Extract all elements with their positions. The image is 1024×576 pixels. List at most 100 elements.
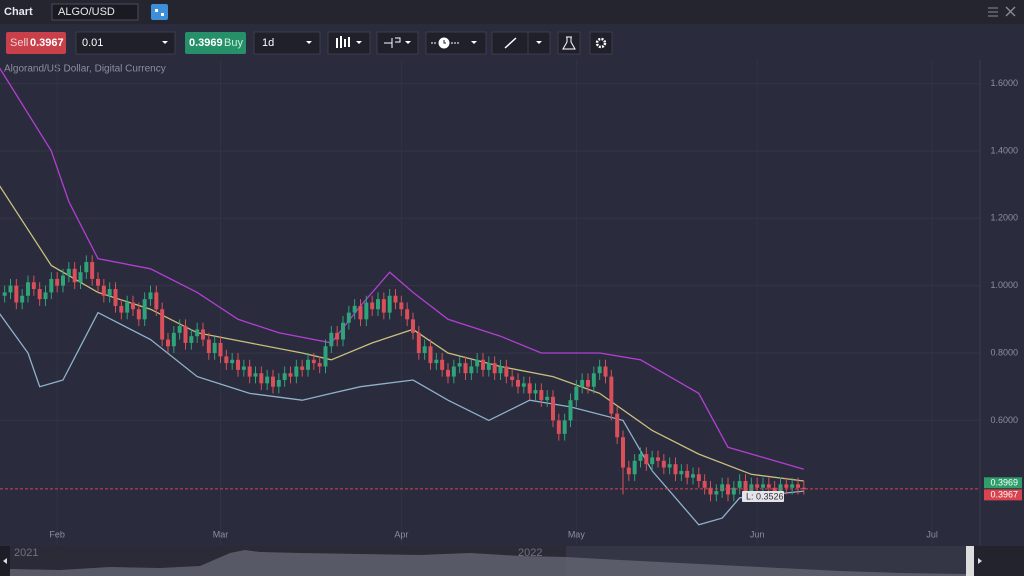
dropdown-arrow [162, 41, 168, 44]
candle-body [673, 464, 678, 475]
buy-label: Buy [224, 37, 243, 49]
candle-body [621, 437, 625, 468]
quantity-select[interactable] [75, 31, 176, 55]
candle-body [708, 487, 713, 495]
dropdown-arrow [405, 41, 411, 44]
candle-body [311, 359, 316, 364]
candle-body [346, 312, 351, 323]
chart-subtitle: Algorand/US Dollar, Digital Currency [4, 64, 166, 75]
candle-body [533, 390, 538, 394]
candle-body [387, 295, 392, 313]
candle-body [609, 376, 614, 414]
candle-body [749, 484, 754, 492]
candle-body [306, 359, 310, 370]
candle-body [160, 309, 165, 340]
price-tag [984, 489, 1022, 501]
candle-body [136, 309, 141, 320]
candle-body [615, 413, 620, 438]
arrow-icon [3, 558, 7, 564]
interval-text: 1d [262, 37, 274, 49]
candle-body [527, 383, 532, 394]
candle-body [271, 376, 275, 387]
candle-body [580, 379, 585, 387]
window-handle[interactable] [966, 546, 974, 576]
candle-body [31, 282, 36, 290]
candle-body [96, 278, 100, 286]
link-button[interactable] [151, 4, 168, 20]
candle-body [107, 289, 112, 296]
candle-body [475, 359, 480, 367]
candle-body [341, 322, 345, 340]
candle-body [352, 305, 357, 313]
candle-body [411, 319, 415, 333]
candle-body [26, 282, 30, 296]
candle-body [148, 292, 153, 300]
close-button[interactable] [1005, 6, 1016, 17]
candle-body [218, 342, 223, 357]
navigator-label: 2021 [14, 547, 38, 559]
interval-select[interactable] [253, 31, 321, 55]
candle-body [166, 339, 170, 347]
candle-body [545, 396, 550, 401]
studies-button[interactable] [557, 31, 581, 55]
candle-body [201, 329, 205, 340]
drawing-button[interactable] [491, 31, 551, 55]
candle-body [679, 470, 684, 475]
candle-body [253, 373, 258, 377]
price-tag [984, 477, 1022, 489]
candle-body [154, 292, 159, 310]
candle-body [510, 376, 515, 380]
candle-body [457, 363, 462, 367]
candle-body [451, 366, 456, 377]
candle-body [224, 356, 229, 364]
candle-body [691, 474, 695, 478]
candle-body [236, 359, 240, 370]
candle-body [551, 396, 555, 421]
candle-body [568, 400, 573, 421]
candle-body [66, 268, 71, 276]
candle-body [90, 262, 95, 279]
navigator-label: 2022 [518, 547, 542, 559]
candle-body [539, 390, 544, 401]
candle-body [650, 457, 655, 465]
candle-body [731, 487, 736, 495]
plot-area: 0.6000 0.8000 1.0000 1.2000 1.4000 1.6000 Feb M… [0, 60, 1018, 545]
buy-button[interactable] [185, 32, 246, 54]
candle-body [743, 481, 748, 492]
candle-body [300, 366, 305, 370]
x-tick-label: Apr [394, 529, 408, 539]
candle-body [801, 487, 806, 489]
candle-body [288, 373, 293, 377]
candle-body [504, 366, 509, 377]
candle-body [329, 332, 334, 347]
sell-button[interactable] [6, 32, 66, 54]
candle-body [463, 363, 468, 374]
indicators-button[interactable] [376, 31, 419, 55]
candle-body [591, 373, 596, 387]
candle-body [638, 454, 643, 461]
candle-body [61, 275, 65, 286]
indicators-icon [384, 37, 401, 48]
menu-button[interactable] [988, 7, 998, 17]
candle-body [603, 366, 608, 377]
y-tick-label: 1.4000 [990, 145, 1018, 155]
candle-body [469, 366, 474, 374]
candle-body [667, 464, 672, 468]
candle-body [183, 326, 188, 343]
candle-body [416, 332, 421, 354]
dropdown-arrow [471, 41, 477, 44]
candle-body [323, 346, 328, 367]
x-tick-label: Jun [750, 529, 765, 539]
candle-body [43, 292, 48, 300]
settings-button[interactable] [589, 31, 613, 55]
symbol-input[interactable] [51, 3, 139, 21]
candle-body [737, 481, 742, 488]
candle-body [55, 278, 60, 286]
candle-body [434, 359, 439, 364]
candle-body [766, 484, 771, 488]
candle-body [498, 366, 503, 374]
quantity-text: 0.01 [82, 37, 103, 49]
scroll-right[interactable] [978, 558, 982, 564]
title-bar [0, 0, 1024, 24]
